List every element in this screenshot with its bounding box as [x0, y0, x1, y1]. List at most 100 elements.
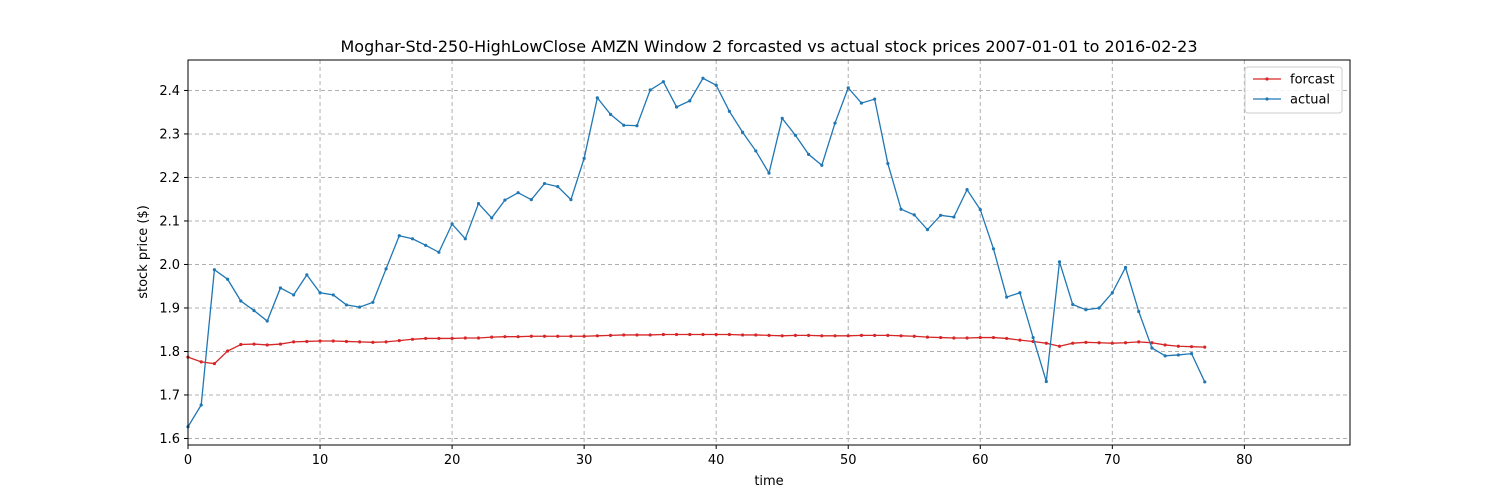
- data-point-forcast: [1163, 343, 1167, 347]
- x-tick-label: 80: [1236, 453, 1253, 468]
- data-point-actual: [410, 237, 415, 241]
- x-tick-label: 70: [1104, 453, 1121, 468]
- data-point-forcast: [318, 339, 322, 343]
- y-tick-label: 1.6: [159, 432, 180, 447]
- data-point-forcast: [952, 336, 956, 340]
- data-point-actual: [1203, 380, 1207, 384]
- data-point-forcast: [1071, 341, 1075, 345]
- data-point-forcast: [1137, 340, 1141, 344]
- data-point-actual: [305, 273, 309, 277]
- y-tick-label: 1.7: [159, 388, 180, 403]
- data-point-forcast: [569, 334, 573, 338]
- series-actual: [186, 76, 1207, 429]
- data-point-forcast: [767, 333, 771, 337]
- data-point-forcast: [516, 335, 520, 339]
- data-point-forcast: [622, 333, 626, 337]
- data-point-actual: [424, 243, 428, 247]
- data-point-actual: [873, 97, 877, 101]
- data-point-forcast: [582, 334, 586, 338]
- data-point-forcast: [674, 332, 679, 337]
- data-point-actual: [899, 207, 903, 211]
- data-point-forcast: [740, 333, 745, 337]
- data-point-actual: [595, 96, 599, 100]
- data-point-forcast: [292, 340, 296, 344]
- data-point-forcast: [490, 335, 494, 339]
- data-point-actual: [1071, 302, 1075, 307]
- data-point-actual: [292, 293, 296, 297]
- data-point-actual: [226, 277, 230, 281]
- data-point-actual: [886, 161, 890, 166]
- data-point-forcast: [199, 360, 203, 364]
- data-point-actual: [397, 234, 401, 238]
- data-point-actual: [212, 268, 217, 272]
- data-point-forcast: [503, 335, 507, 339]
- data-point-actual: [833, 121, 837, 125]
- data-point-actual: [978, 208, 982, 212]
- data-point-forcast: [727, 332, 731, 337]
- data-point-actual: [925, 228, 930, 232]
- data-point-actual: [727, 109, 731, 113]
- data-point-forcast: [305, 339, 309, 344]
- data-point-forcast: [1189, 345, 1194, 349]
- y-tick-label: 2.4: [159, 84, 180, 99]
- data-point-actual: [358, 305, 362, 309]
- data-point-forcast: [873, 333, 877, 337]
- data-point-actual: [1018, 291, 1022, 295]
- legend-label-forcast: forcast: [1290, 73, 1335, 88]
- data-point-actual: [939, 213, 943, 217]
- series-line-actual: [187, 77, 1206, 428]
- data-point-forcast: [1123, 341, 1128, 345]
- plot-frame: [187, 59, 1351, 446]
- series-line-forcast: [187, 333, 1205, 365]
- y-tick-label: 2.0: [159, 258, 180, 273]
- data-point-actual: [463, 237, 467, 241]
- data-point-forcast: [608, 333, 613, 337]
- data-point-actual: [754, 149, 758, 153]
- data-point-actual: [278, 286, 283, 290]
- data-point-forcast: [701, 332, 705, 337]
- data-point-actual: [1057, 260, 1062, 264]
- y-tick-label: 1.9: [159, 301, 180, 316]
- data-point-actual: [437, 250, 441, 254]
- data-point-actual: [1163, 354, 1167, 358]
- data-point-actual: [239, 299, 243, 303]
- data-point-forcast: [754, 333, 758, 337]
- data-point-forcast: [463, 336, 467, 340]
- data-point-forcast: [1005, 336, 1009, 341]
- data-point-actual: [582, 156, 586, 160]
- data-point-actual: [965, 188, 969, 192]
- data-point-forcast: [991, 335, 996, 340]
- data-point-forcast: [939, 335, 943, 340]
- data-point-actual: [252, 308, 256, 313]
- data-point-actual: [199, 403, 203, 407]
- data-point-forcast: [661, 332, 665, 337]
- y-axis-label: stock price ($): [136, 205, 151, 299]
- data-point-forcast: [371, 340, 375, 344]
- data-point-forcast: [688, 332, 692, 337]
- data-point-forcast: [965, 336, 969, 340]
- data-point-actual: [476, 201, 481, 206]
- data-point-forcast: [556, 334, 560, 338]
- data-point-forcast: [529, 334, 533, 338]
- data-point-actual: [846, 86, 850, 90]
- data-point-forcast: [384, 340, 388, 344]
- data-point-actual: [793, 133, 798, 137]
- x-tick-label: 50: [840, 453, 857, 468]
- data-point-forcast: [476, 336, 481, 340]
- data-point-forcast: [226, 349, 230, 353]
- data-point-forcast: [437, 336, 441, 341]
- legend: forcast actual: [1244, 66, 1343, 114]
- data-point-forcast: [1203, 345, 1207, 349]
- data-point-actual: [767, 171, 771, 175]
- data-point-actual: [384, 267, 388, 271]
- data-point-actual: [556, 184, 560, 189]
- data-point-forcast: [648, 333, 652, 337]
- data-point-actual: [991, 247, 996, 251]
- data-point-forcast: [424, 336, 428, 341]
- data-point-actual: [490, 216, 494, 220]
- y-tick-label: 1.8: [159, 345, 180, 360]
- data-point-actual: [780, 116, 784, 120]
- data-point-actual: [516, 191, 520, 195]
